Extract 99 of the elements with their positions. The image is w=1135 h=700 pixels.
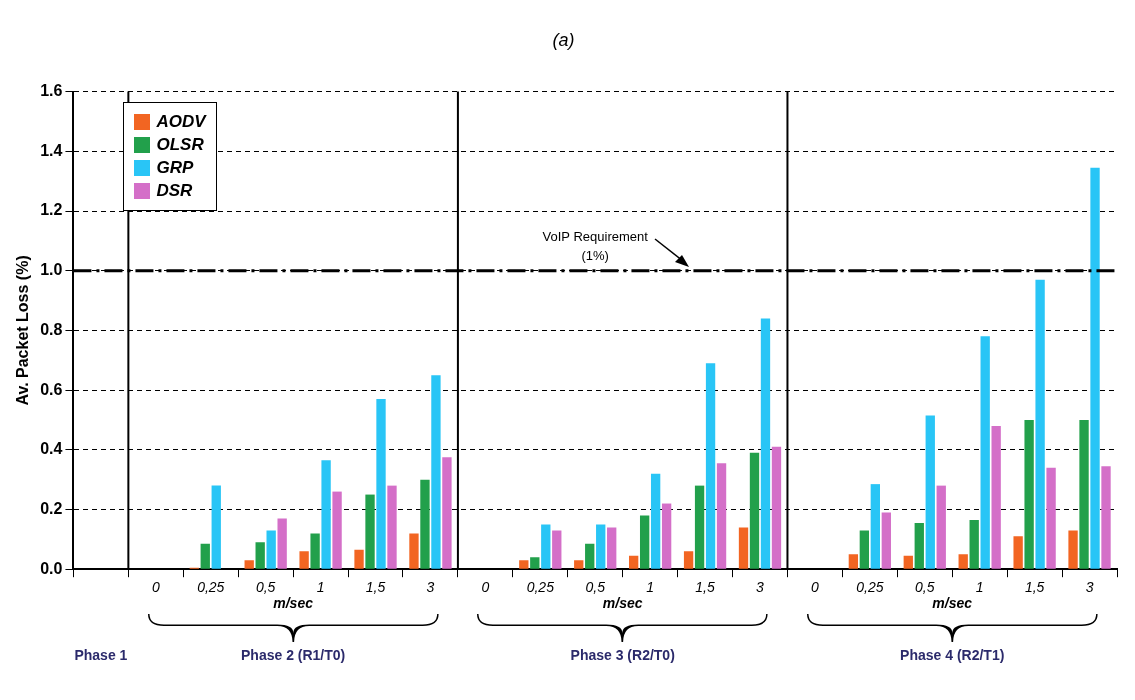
bar bbox=[420, 479, 430, 569]
y-tick-label: 0.0 bbox=[40, 559, 63, 577]
bar bbox=[211, 485, 221, 569]
bar bbox=[376, 399, 386, 569]
bar bbox=[519, 560, 529, 569]
bar bbox=[310, 533, 320, 569]
bar bbox=[607, 527, 617, 569]
bar bbox=[200, 543, 210, 569]
bar bbox=[969, 519, 979, 569]
bar bbox=[1035, 279, 1045, 569]
bar bbox=[574, 560, 584, 569]
bar bbox=[431, 375, 441, 569]
x-tick-label: 1,5 bbox=[1024, 579, 1045, 596]
bar bbox=[848, 554, 859, 569]
x-tick-label: 0,25 bbox=[197, 579, 225, 596]
bar bbox=[1101, 466, 1111, 569]
bar bbox=[749, 452, 760, 569]
bar bbox=[321, 460, 331, 569]
text: m/sec bbox=[932, 595, 973, 612]
bar bbox=[299, 551, 309, 569]
bar bbox=[738, 527, 749, 569]
legend-label: DSR bbox=[156, 180, 193, 201]
y-tick-label: 0.8 bbox=[40, 320, 63, 338]
bar bbox=[530, 557, 540, 569]
bar bbox=[936, 485, 946, 569]
bar bbox=[332, 491, 342, 569]
text: Phase 3 (R2/T0) bbox=[570, 647, 675, 664]
bar bbox=[980, 336, 990, 569]
bar bbox=[1024, 419, 1034, 569]
x-tick-label: 0 bbox=[811, 579, 820, 596]
bar bbox=[266, 530, 276, 569]
text: Phase 4 (R2/T1) bbox=[900, 647, 1005, 664]
bar bbox=[629, 555, 639, 569]
x-tick-label: 3 bbox=[1085, 579, 1094, 596]
bar bbox=[881, 512, 891, 569]
ref-line-label: VoIP Requirement (1%) bbox=[541, 227, 649, 266]
bar bbox=[1090, 167, 1100, 569]
text: Phase 1 bbox=[74, 647, 128, 664]
bar bbox=[255, 542, 265, 569]
x-tick-label: 0 bbox=[151, 579, 160, 596]
bar bbox=[1068, 530, 1078, 569]
bar bbox=[1046, 467, 1056, 569]
bar bbox=[541, 524, 551, 569]
x-tick-label: 0 bbox=[481, 579, 490, 596]
bar bbox=[365, 494, 375, 569]
text: m/sec bbox=[602, 595, 643, 612]
y-tick-label: 1.0 bbox=[40, 261, 63, 279]
bar bbox=[914, 522, 924, 569]
bar bbox=[716, 463, 727, 569]
x-tick-label: 1 bbox=[646, 579, 655, 596]
bar bbox=[859, 530, 870, 569]
legend-label: GRP bbox=[156, 157, 194, 178]
bar bbox=[925, 415, 935, 569]
y-tick-label: 1.2 bbox=[40, 201, 63, 219]
y-tick-label: 0.2 bbox=[40, 499, 63, 517]
legend-label: OLSR bbox=[156, 134, 204, 155]
x-tick-label: 1,5 bbox=[365, 579, 386, 596]
bar bbox=[958, 554, 968, 569]
x-tick-label: 1,5 bbox=[695, 579, 716, 596]
bar bbox=[585, 543, 595, 569]
y-axis-title: Av. Packet Loss (%) bbox=[14, 255, 32, 406]
x-tick-label: 3 bbox=[426, 579, 435, 596]
bar bbox=[661, 503, 672, 569]
bar bbox=[244, 560, 254, 569]
bar bbox=[277, 518, 287, 569]
y-tick-label: 1.6 bbox=[40, 82, 63, 100]
y-tick-label: 1.4 bbox=[40, 141, 63, 159]
x-tick-label: 0,5 bbox=[915, 579, 935, 596]
bar bbox=[552, 530, 562, 569]
bar bbox=[705, 363, 716, 569]
bar bbox=[771, 446, 782, 569]
bar bbox=[354, 549, 364, 569]
bar bbox=[442, 457, 452, 569]
bar bbox=[694, 485, 705, 569]
x-tick-label: 1 bbox=[316, 579, 325, 596]
x-tick-label: 0,25 bbox=[856, 579, 884, 596]
chart-title: (a) bbox=[552, 29, 575, 50]
x-tick-label: 1 bbox=[975, 579, 984, 596]
x-tick-label: 0,5 bbox=[585, 579, 606, 596]
bar bbox=[991, 425, 1001, 569]
bar bbox=[1013, 536, 1023, 569]
bar bbox=[596, 524, 606, 569]
bar bbox=[639, 515, 650, 569]
y-tick-label: 0.6 bbox=[40, 380, 63, 398]
x-axis-title: m/sec bbox=[273, 595, 313, 612]
legend-label: AODV bbox=[156, 111, 206, 132]
x-tick-label: 0,5 bbox=[255, 579, 276, 596]
bar bbox=[870, 484, 880, 569]
bar bbox=[903, 555, 913, 569]
bar bbox=[387, 485, 397, 569]
text: Phase 2 (R1/T0) bbox=[240, 647, 346, 664]
y-tick-label: 0.4 bbox=[40, 440, 63, 458]
bar bbox=[409, 533, 419, 569]
bar bbox=[650, 473, 661, 569]
bar bbox=[760, 318, 771, 569]
x-tick-label: 3 bbox=[756, 579, 765, 596]
bar bbox=[683, 551, 694, 569]
x-tick-label: 0,25 bbox=[526, 579, 555, 596]
bar bbox=[1079, 419, 1089, 569]
